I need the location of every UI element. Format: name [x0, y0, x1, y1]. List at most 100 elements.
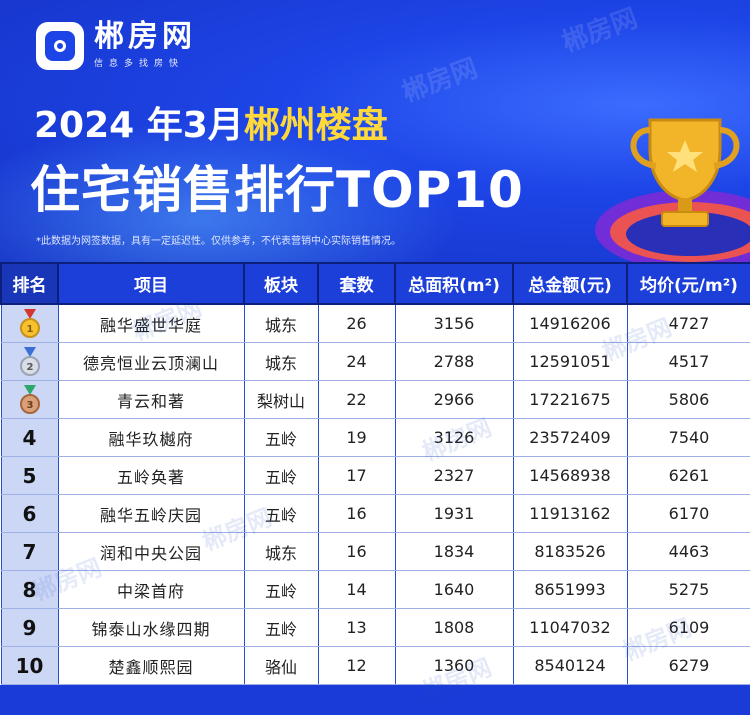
- banner-glow: [0, 120, 460, 262]
- area-cell: 五岭: [243, 608, 319, 647]
- total-amount-cell: 14916206: [512, 303, 628, 343]
- column-header-avg-price: 均价(元/m²): [626, 262, 750, 305]
- brand-name: 郴房网: [94, 19, 196, 54]
- avg-price-cell: 4517: [626, 342, 750, 381]
- column-header-area: 板块: [243, 262, 319, 305]
- table-row: 8 中梁首府 五岭 14 1640 8651993 5275: [0, 570, 750, 609]
- area-cell: 五岭: [243, 418, 319, 457]
- area-cell: 五岭: [243, 456, 319, 495]
- avg-price-cell: 6261: [626, 456, 750, 495]
- page-title: 住宅销售排行TOP10: [30, 161, 524, 219]
- table-row: 6 融华五岭庆园 五岭 16 1931 11913162 6170: [0, 494, 750, 533]
- total-amount-cell: 8540124: [512, 646, 628, 685]
- units-cell: 12: [317, 646, 396, 685]
- total-amount-cell: 23572409: [512, 418, 628, 457]
- area-cell: 五岭: [243, 494, 319, 533]
- total-area-cell: 2966: [394, 380, 514, 419]
- total-amount-cell: 8183526: [512, 532, 628, 571]
- silver-medal-icon: 2: [19, 346, 40, 376]
- area-cell: 城东: [243, 342, 319, 381]
- avg-price-cell: 4727: [626, 303, 750, 343]
- watermark-text: 郴房网: [398, 53, 482, 109]
- disclaimer: *此数据为网签数据，具有一定延迟性。仅供参考，不代表营销中心实际销售情况。: [36, 236, 401, 247]
- total-area-cell: 1640: [394, 570, 514, 609]
- project-cell: 融华盛世华庭: [57, 303, 245, 343]
- project-cell: 融华五岭庆园: [57, 494, 245, 533]
- rank-cell: 9: [0, 608, 59, 647]
- total-area-cell: 1931: [394, 494, 514, 533]
- project-cell: 青云和著: [57, 380, 245, 419]
- table-row: 2 德亮恒业云顶澜山 城东 24 2788 12591051 4517: [0, 342, 750, 381]
- rank-cell: 3: [0, 380, 59, 419]
- avg-price-cell: 4463: [626, 532, 750, 571]
- project-cell: 德亮恒业云顶澜山: [57, 342, 245, 381]
- rank-cell: 6: [0, 494, 59, 533]
- project-cell: 润和中央公园: [57, 532, 245, 571]
- table-header-row: 排名 项目 板块 套数 总面积(m²) 总金额(元) 均价(元/m²): [0, 262, 750, 305]
- avg-price-cell: 6109: [626, 608, 750, 647]
- project-cell: 楚鑫顺熙园: [57, 646, 245, 685]
- units-cell: 14: [317, 570, 396, 609]
- units-cell: 19: [317, 418, 396, 457]
- header-banner: 郴房网 郴房网 郴房网 信息多找房快 2024 年3月郴州楼盘 住宅销售排行TO…: [0, 0, 750, 262]
- rank-cell: 4: [0, 418, 59, 457]
- total-area-cell: 1834: [394, 532, 514, 571]
- title-highlight: 郴州楼盘: [243, 105, 388, 146]
- units-cell: 16: [317, 494, 396, 533]
- total-area-cell: 2327: [394, 456, 514, 495]
- title-prefix: 2024 年3月: [34, 105, 244, 146]
- table-row: 7 润和中央公园 城东 16 1834 8183526 4463: [0, 532, 750, 571]
- units-cell: 24: [317, 342, 396, 381]
- total-area-cell: 1360: [394, 646, 514, 685]
- watermark-text: 郴房网: [558, 3, 642, 59]
- units-cell: 26: [317, 303, 396, 343]
- total-amount-cell: 8651993: [512, 570, 628, 609]
- sales-ranking-table: 排名 项目 板块 套数 总面积(m²) 总金额(元) 均价(元/m²) 1 融华…: [0, 262, 750, 685]
- project-cell: 中梁首府: [57, 570, 245, 609]
- table-row: 4 融华玖樾府 五岭 19 3126 23572409 7540: [0, 418, 750, 457]
- column-header-total-area: 总面积(m²): [394, 262, 514, 305]
- rank-cell: 5: [0, 456, 59, 495]
- column-header-units: 套数: [317, 262, 396, 305]
- avg-price-cell: 7540: [626, 418, 750, 457]
- brand-slogan: 信息多找房快: [94, 59, 185, 69]
- medal-rank: 2: [26, 362, 33, 373]
- total-area-cell: 3156: [394, 303, 514, 343]
- total-amount-cell: 11047032: [512, 608, 628, 647]
- column-header-total-amount: 总金额(元): [512, 262, 628, 305]
- units-cell: 13: [317, 608, 396, 647]
- project-cell: 五岭奂著: [57, 456, 245, 495]
- project-cell: 锦泰山水缘四期: [57, 608, 245, 647]
- avg-price-cell: 5275: [626, 570, 750, 609]
- total-area-cell: 2788: [394, 342, 514, 381]
- brand-logo-icon: [36, 22, 84, 70]
- total-area-cell: 3126: [394, 418, 514, 457]
- rank-cell: 10: [0, 646, 59, 685]
- column-header-project: 项目: [57, 262, 245, 305]
- gold-medal-icon: 1: [19, 308, 40, 338]
- avg-price-cell: 6279: [626, 646, 750, 685]
- total-amount-cell: 14568938: [512, 456, 628, 495]
- area-cell: 城东: [243, 303, 319, 343]
- area-cell: 城东: [243, 532, 319, 571]
- table-row: 3 青云和著 梨树山 22 2966 17221675 5806: [0, 380, 750, 419]
- area-cell: 五岭: [243, 570, 319, 609]
- column-header-rank: 排名: [0, 262, 59, 305]
- rank-cell: 8: [0, 570, 59, 609]
- table-row: 9 锦泰山水缘四期 五岭 13 1808 11047032 6109: [0, 608, 750, 647]
- total-amount-cell: 17221675: [512, 380, 628, 419]
- trophy-icon: [595, 118, 750, 262]
- rank-cell: 7: [0, 532, 59, 571]
- page-subtitle: 2024 年3月郴州楼盘: [34, 96, 388, 148]
- avg-price-cell: 6170: [626, 494, 750, 533]
- units-cell: 16: [317, 532, 396, 571]
- project-cell: 融华玖樾府: [57, 418, 245, 457]
- units-cell: 17: [317, 456, 396, 495]
- brand: 郴房网 信息多找房快: [94, 19, 196, 70]
- total-amount-cell: 11913162: [512, 494, 628, 533]
- rank-cell: 1: [0, 303, 59, 343]
- total-area-cell: 1808: [394, 608, 514, 647]
- table-row: 10 楚鑫顺熙园 骆仙 12 1360 8540124 6279: [0, 646, 750, 685]
- table-row: 1 融华盛世华庭 城东 26 3156 14916206 4727: [0, 303, 750, 343]
- rank-cell: 2: [0, 342, 59, 381]
